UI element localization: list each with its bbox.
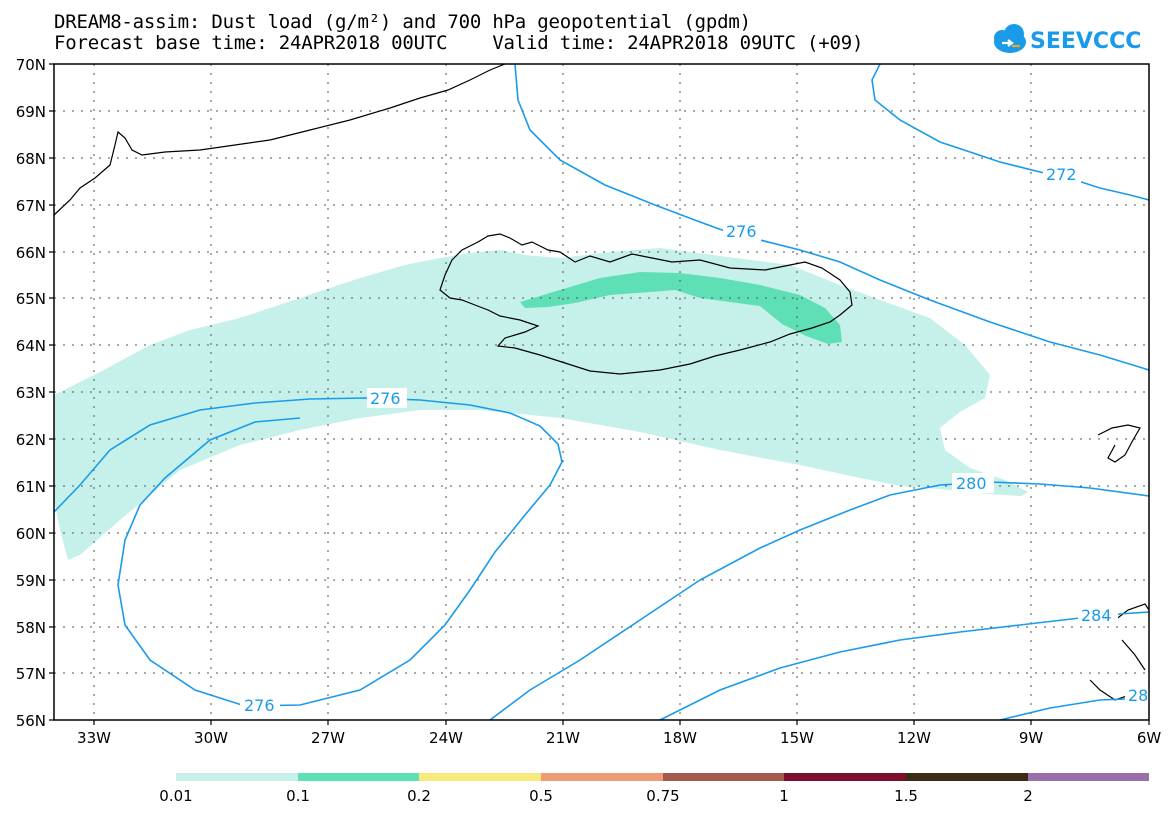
contour-label-280: 280 xyxy=(956,474,987,493)
contour-280 xyxy=(489,481,1149,720)
lat-label: 61N xyxy=(16,478,46,496)
lon-label: 21W xyxy=(546,729,580,747)
colorbar-swatch xyxy=(784,773,906,781)
lat-label: 57N xyxy=(16,665,46,683)
logo-text: SEEVCCC xyxy=(1030,29,1140,54)
contour-label-276-north: 276 xyxy=(726,222,757,241)
lon-label: 24W xyxy=(429,729,463,747)
lon-label: 18W xyxy=(663,729,697,747)
greenland-coast xyxy=(54,64,506,216)
colorbar-label: 0.2 xyxy=(407,787,431,805)
lon-label: 9W xyxy=(1019,729,1044,747)
colorbar-swatch xyxy=(1028,773,1149,781)
latitude-labels: 70N 69N 68N 67N 66N 65N 64N 63N 62N 61N … xyxy=(16,56,46,730)
dust-area-medium xyxy=(520,272,842,344)
colorbar: 0.01 0.1 0.2 0.5 0.75 1 1.5 2 xyxy=(159,773,1149,805)
lat-label: 66N xyxy=(16,244,46,262)
contour-label-276-bottom: 276 xyxy=(244,696,275,715)
seevccc-logo: SEEVCCC xyxy=(994,24,1140,54)
colorbar-swatch xyxy=(419,773,541,781)
lon-label: 27W xyxy=(311,729,345,747)
colorbar-label: 2 xyxy=(1023,787,1033,805)
iceland-coast xyxy=(439,233,853,375)
lat-label: 67N xyxy=(16,197,46,215)
lon-label: 30W xyxy=(194,729,228,747)
colorbar-label: 1.5 xyxy=(894,787,918,805)
contour-label-284: 284 xyxy=(1081,606,1112,625)
contour-276-loop xyxy=(54,397,563,707)
coastlines xyxy=(54,64,1149,701)
map-title-line-1: DREAM8-assim: Dust load (g/m²) and 700 h… xyxy=(54,11,751,33)
cloud-icon xyxy=(994,24,1026,53)
lat-label: 62N xyxy=(16,431,46,449)
faroe-coast xyxy=(1097,424,1141,463)
lat-label: 70N xyxy=(16,56,46,74)
contour-272-east xyxy=(871,64,1149,201)
contour-284-south xyxy=(999,697,1149,720)
lon-label: 6W xyxy=(1137,729,1162,747)
colorbar-label: 0.01 xyxy=(159,787,192,805)
lat-label: 60N xyxy=(16,525,46,543)
lat-label: 56N xyxy=(16,712,46,730)
lat-label: 58N xyxy=(16,619,46,637)
lat-label: 59N xyxy=(16,572,46,590)
contour-label-276-top: 276 xyxy=(370,389,401,408)
map-title-line-2: Forecast base time: 24APR2018 00UTC Vali… xyxy=(54,32,864,54)
colorbar-label: 0.75 xyxy=(646,787,679,805)
lat-label: 68N xyxy=(16,150,46,168)
dust-area-light xyxy=(54,248,1028,560)
lon-label: 12W xyxy=(897,729,931,747)
contour-label-284-south: 284 xyxy=(1128,686,1159,705)
lat-label: 63N xyxy=(16,384,46,402)
colorbar-label: 0.1 xyxy=(286,787,310,805)
longitude-labels: 33W 30W 27W 24W 21W 18W 15W 12W 9W 6W xyxy=(77,729,1161,747)
lon-label: 33W xyxy=(77,729,111,747)
colorbar-label: 0.5 xyxy=(529,787,553,805)
contour-label-272: 272 xyxy=(1046,165,1077,184)
colorbar-swatch xyxy=(298,773,419,781)
colorbar-swatch xyxy=(906,773,1028,781)
colorbar-swatch xyxy=(176,773,298,781)
lat-label: 65N xyxy=(16,290,46,308)
lat-label: 69N xyxy=(16,103,46,121)
colorbar-swatch xyxy=(541,773,663,781)
lat-label: 64N xyxy=(16,337,46,355)
colorbar-label: 1 xyxy=(779,787,789,805)
lon-label: 15W xyxy=(780,729,814,747)
colorbar-swatch xyxy=(663,773,784,781)
